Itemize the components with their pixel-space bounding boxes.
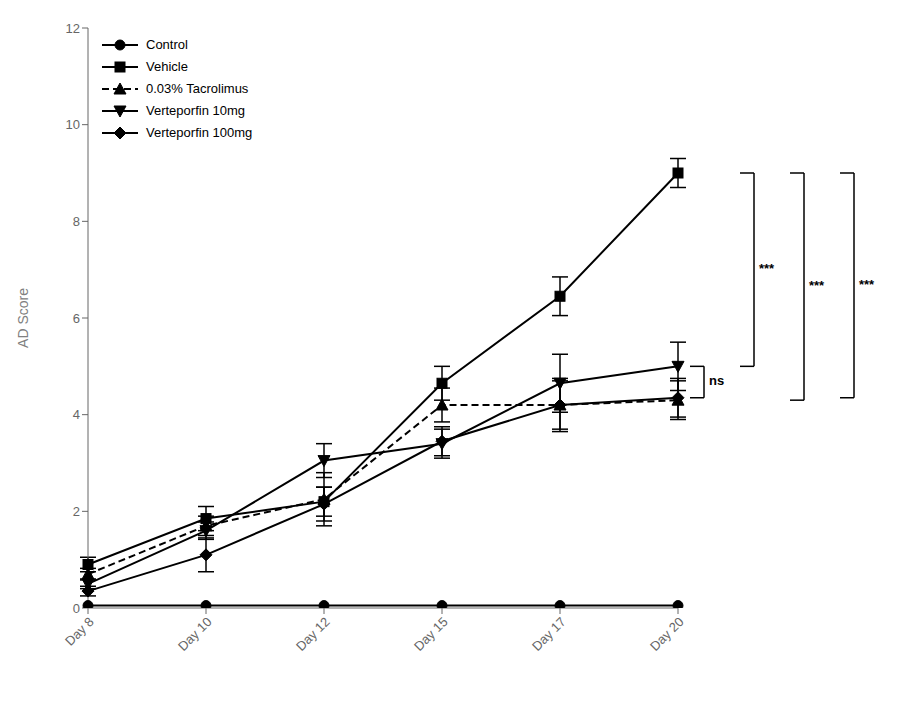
svg-text:***: *** xyxy=(759,261,775,276)
svg-text:10: 10 xyxy=(66,117,80,132)
svg-text:8: 8 xyxy=(73,214,80,229)
svg-text:4: 4 xyxy=(73,407,80,422)
svg-text:AD Score: AD Score xyxy=(15,288,31,348)
svg-text:Day 12: Day 12 xyxy=(293,614,333,654)
svg-text:Day 8: Day 8 xyxy=(62,614,97,649)
svg-text:0: 0 xyxy=(73,601,80,616)
html-text:Verteporfin 100mg: Verteporfin 100mg xyxy=(146,125,253,140)
html-text:0.03% Tacrolimus: 0.03% Tacrolimus xyxy=(146,81,249,96)
html-text:Verteporfin 10mg: Verteporfin 10mg xyxy=(146,103,245,118)
svg-text:ns: ns xyxy=(709,373,724,388)
html-text:Vehicle: Vehicle xyxy=(146,59,188,74)
svg-text:Day 10: Day 10 xyxy=(175,614,215,654)
html-text:Control: Control xyxy=(146,37,188,52)
svg-text:12: 12 xyxy=(66,21,80,36)
svg-text:6: 6 xyxy=(73,311,80,326)
svg-text:***: *** xyxy=(809,278,825,293)
svg-text:Day 20: Day 20 xyxy=(647,614,687,654)
svg-text:Day 15: Day 15 xyxy=(411,614,451,654)
svg-text:***: *** xyxy=(859,277,875,292)
svg-text:Day 17: Day 17 xyxy=(529,614,569,654)
svg-text:2: 2 xyxy=(73,504,80,519)
